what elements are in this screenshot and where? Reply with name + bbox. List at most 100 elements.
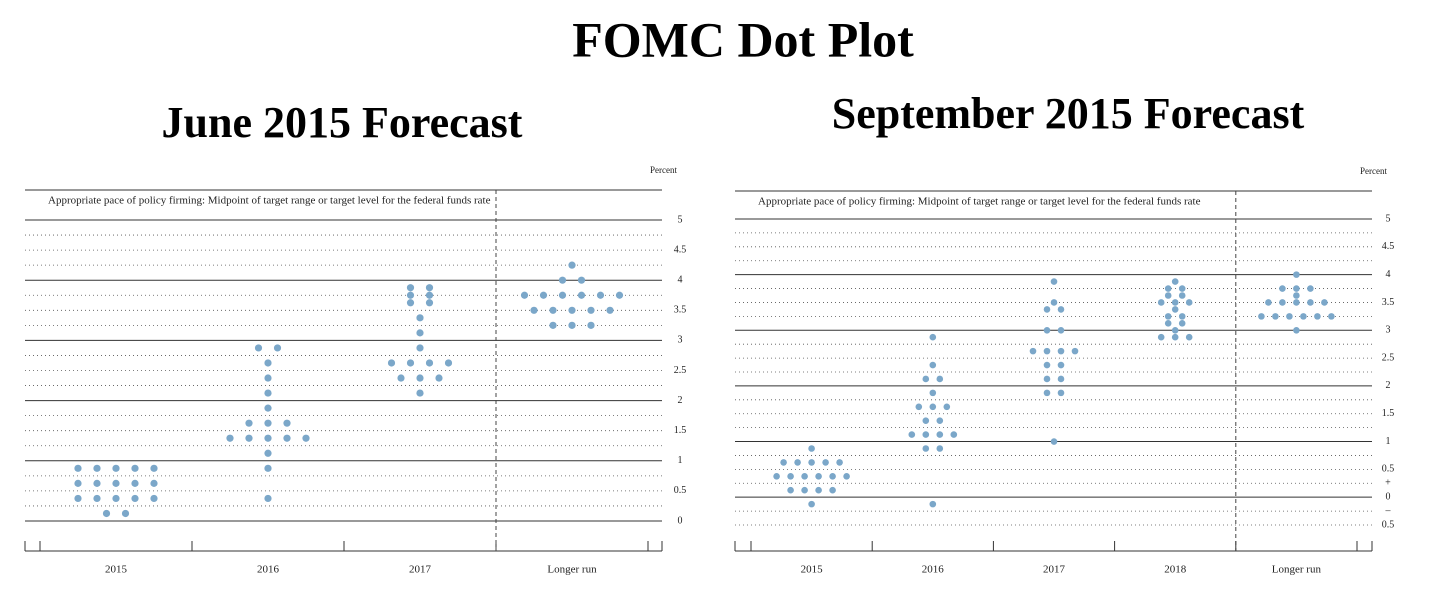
- dot: [1029, 347, 1037, 355]
- dot: [922, 445, 930, 452]
- y-tick-label: 1: [678, 455, 683, 466]
- dot: [929, 361, 937, 369]
- dot: [397, 374, 405, 382]
- dot: [1050, 299, 1058, 306]
- dot: [1321, 299, 1328, 306]
- dot: [1050, 278, 1058, 285]
- dot: [1279, 299, 1286, 306]
- dot: [568, 321, 576, 329]
- dot: [1293, 285, 1300, 292]
- dot: [93, 494, 101, 503]
- dot: [245, 434, 253, 442]
- dot: [112, 479, 120, 487]
- dot: [1050, 438, 1058, 445]
- dot: [444, 359, 453, 367]
- dot: [1164, 313, 1172, 320]
- dot: [908, 431, 916, 438]
- y-tick-label: 3: [678, 335, 683, 346]
- dot: [1279, 285, 1286, 292]
- dot: [915, 403, 923, 411]
- dot: [131, 479, 139, 487]
- dot: [406, 359, 415, 367]
- dot: [773, 473, 780, 480]
- dot: [150, 479, 158, 487]
- dot: [283, 419, 291, 427]
- dot: [245, 419, 253, 427]
- y-tick-label: 4.5: [1382, 241, 1395, 252]
- dot: [1057, 306, 1065, 313]
- y-tick-label: 4: [1386, 269, 1391, 280]
- dot: [264, 494, 272, 503]
- dot: [416, 374, 424, 382]
- dot: [1171, 333, 1179, 341]
- dot: [1265, 299, 1272, 306]
- dot: [587, 321, 595, 329]
- dot: [520, 291, 529, 299]
- dot: [150, 494, 158, 503]
- dot: [936, 417, 944, 424]
- dot: [1057, 361, 1065, 369]
- y-tick-label: 5: [1386, 213, 1391, 224]
- dot: [787, 486, 794, 494]
- dot: [794, 459, 801, 466]
- y-tick-label: 1: [1386, 436, 1391, 447]
- dot: [1043, 375, 1051, 383]
- y-tick-label: 1.5: [1382, 408, 1395, 419]
- dot: [264, 449, 272, 457]
- x-tick-label: 2015: [105, 564, 128, 576]
- y-tick-label: 0.5: [1382, 519, 1395, 530]
- dot: [1293, 326, 1300, 334]
- x-tick-label: 2017: [1043, 564, 1066, 576]
- dot: [1171, 306, 1179, 313]
- dot: [1171, 299, 1179, 306]
- dot: [1307, 285, 1314, 292]
- dot: [1157, 333, 1165, 341]
- dot: [1157, 299, 1165, 306]
- dot: [1164, 292, 1172, 299]
- dot: [829, 473, 836, 480]
- dot: [1258, 313, 1265, 320]
- dot: [929, 403, 937, 411]
- dot: [615, 291, 624, 299]
- y-tick-label: 1.5: [674, 425, 687, 436]
- dot: [1314, 313, 1321, 320]
- dot: [922, 375, 930, 383]
- dot: [815, 473, 822, 480]
- dot: [922, 417, 930, 424]
- dot: [1043, 389, 1051, 397]
- dot: [1293, 271, 1300, 278]
- dot: [829, 486, 836, 494]
- dot: [577, 291, 586, 299]
- dot: [929, 500, 937, 508]
- x-tick-label: 2016: [922, 564, 945, 576]
- dot: [1307, 299, 1314, 306]
- dot: [1171, 326, 1179, 334]
- dot: [416, 329, 424, 337]
- dot: [74, 464, 82, 472]
- dot: [558, 276, 567, 284]
- dot: [435, 374, 443, 382]
- dot: [425, 359, 434, 367]
- dot: [1043, 361, 1051, 369]
- x-tick-label: 2018: [1164, 564, 1187, 576]
- dot: [808, 445, 815, 452]
- dot: [822, 459, 829, 466]
- dot: [549, 321, 557, 329]
- dot: [416, 389, 424, 397]
- y-tick-label: –: [1385, 505, 1392, 516]
- dot: [1043, 347, 1051, 355]
- chart-title: June 2015 Forecast: [162, 98, 523, 147]
- dot: [1057, 326, 1065, 334]
- y-tick-label: 4: [678, 274, 683, 285]
- dot: [1178, 313, 1186, 320]
- dot: [1293, 299, 1300, 306]
- dot: [150, 464, 158, 472]
- dot: [929, 333, 937, 341]
- y-unit: Percent: [650, 165, 677, 175]
- dot: [406, 284, 415, 292]
- dot: [273, 344, 282, 352]
- dot: [131, 494, 139, 503]
- dot: [606, 306, 614, 314]
- dot: [1043, 326, 1051, 334]
- dot: [1300, 313, 1307, 320]
